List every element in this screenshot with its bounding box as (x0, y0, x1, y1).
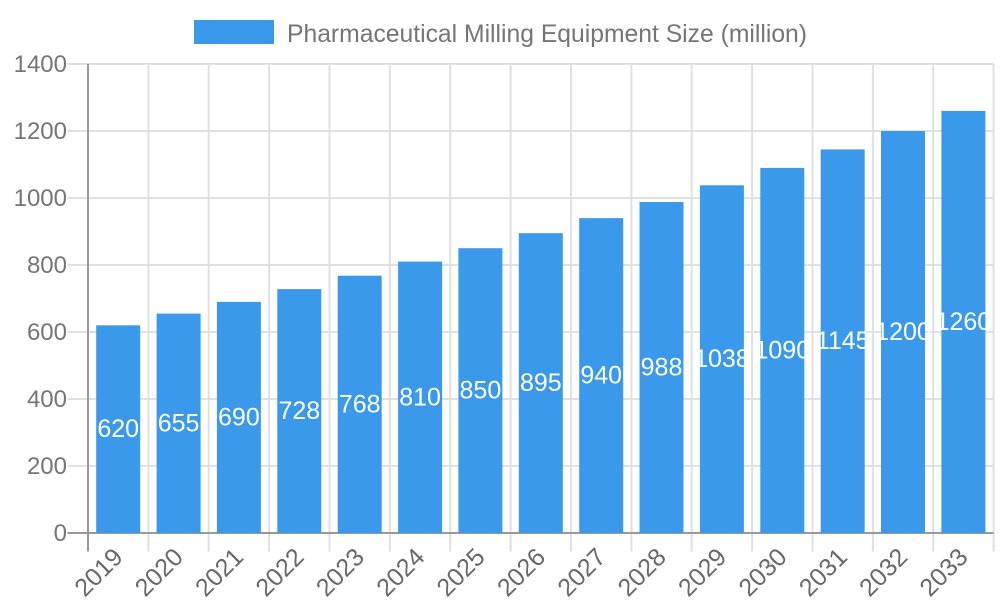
svg-text:1000: 1000 (14, 185, 67, 212)
svg-text:1090: 1090 (754, 336, 810, 364)
svg-text:810: 810 (399, 383, 441, 411)
svg-text:690: 690 (218, 403, 260, 431)
svg-text:895: 895 (520, 369, 562, 397)
svg-text:1260: 1260 (936, 308, 992, 336)
svg-text:988: 988 (641, 354, 683, 382)
svg-text:655: 655 (158, 409, 200, 437)
svg-text:1145: 1145 (816, 327, 870, 355)
svg-text:600: 600 (27, 319, 67, 346)
svg-text:1400: 1400 (14, 51, 67, 78)
svg-text:728: 728 (278, 397, 320, 425)
svg-text:620: 620 (97, 415, 139, 443)
svg-text:940: 940 (580, 362, 622, 390)
svg-text:1200: 1200 (875, 318, 931, 346)
svg-text:1200: 1200 (14, 118, 67, 145)
svg-text:200: 200 (27, 453, 67, 480)
svg-text:1038: 1038 (694, 345, 750, 373)
svg-text:768: 768 (339, 390, 381, 418)
svg-text:Pharmaceutical Milling Equipme: Pharmaceutical Milling Equipment Size (m… (287, 21, 807, 48)
svg-text:400: 400 (27, 386, 67, 413)
svg-text:800: 800 (27, 252, 67, 279)
svg-text:0: 0 (54, 520, 67, 547)
svg-text:850: 850 (460, 377, 502, 405)
